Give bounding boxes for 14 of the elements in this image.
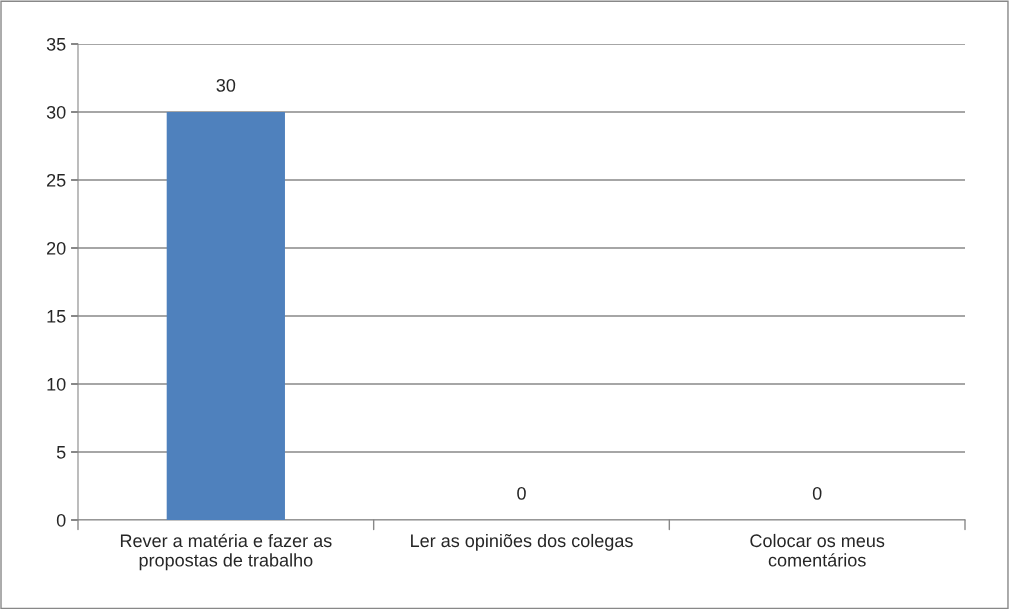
y-tick-label: 20 (47, 241, 66, 255)
y-tick-label: 5 (56, 446, 66, 459)
data-label: 0 (812, 486, 822, 500)
x-tick-label: Ler as opiniões dos colegas (411, 533, 633, 551)
x-tick-label: Rever a matéria e fazer as propostas de trabalho (120, 533, 332, 571)
y-tick-label: 25 (47, 173, 66, 187)
data-label: 30 (216, 78, 236, 92)
y-tick-label: 0 (56, 513, 66, 527)
y-tick-label: 30 (46, 105, 66, 119)
y-tick-label: 10 (47, 377, 66, 391)
y-tick-label: 15 (47, 310, 66, 323)
data-label: 0 (517, 486, 526, 500)
x-tick-label: Colocar os meus comentários (750, 533, 885, 567)
y-tick-label: 35 (46, 37, 66, 51)
